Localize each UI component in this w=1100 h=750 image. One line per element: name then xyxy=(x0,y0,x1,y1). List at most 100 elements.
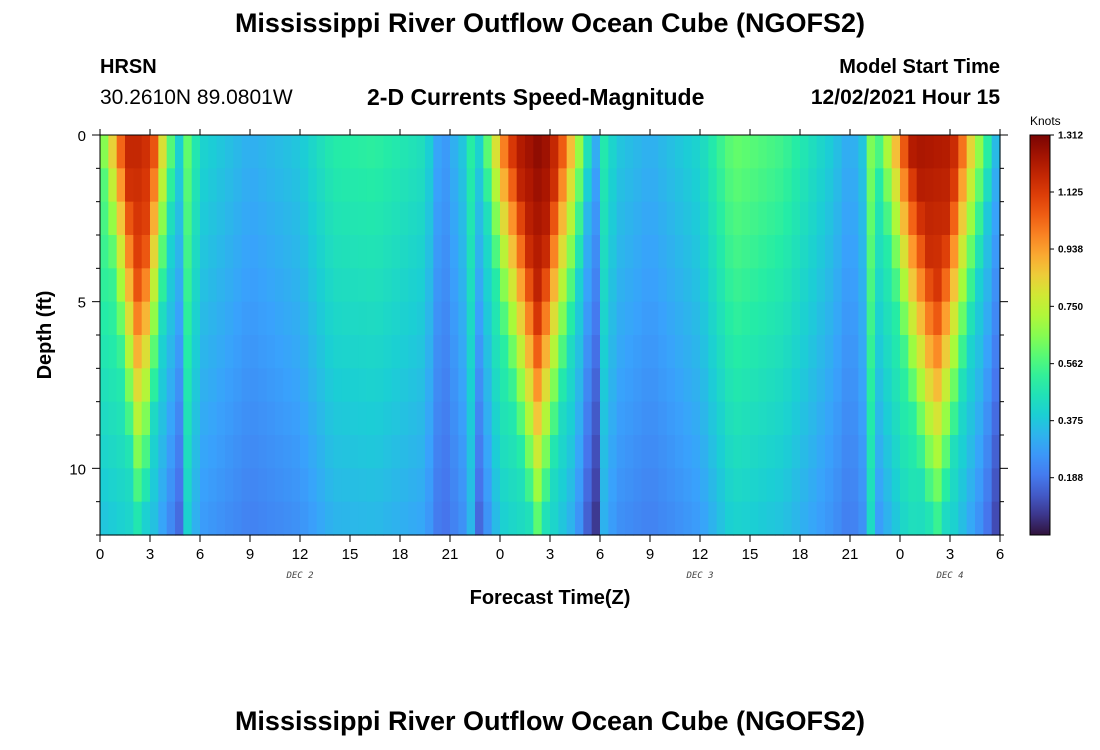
heatmap-cell xyxy=(691,435,701,469)
heatmap-cell xyxy=(158,201,168,236)
heatmap-cell xyxy=(183,401,193,436)
heatmap-cell xyxy=(358,501,368,536)
heatmap-cell xyxy=(775,201,784,236)
heatmap-cell xyxy=(425,235,434,269)
chart-title: Mississippi River Outflow Ocean Cube (NG… xyxy=(234,8,866,38)
heatmap-cell xyxy=(983,501,993,536)
heatmap-cell xyxy=(291,201,301,236)
heatmap-cell xyxy=(458,468,468,503)
heatmap-cell xyxy=(425,168,434,203)
x-tick-label: 3 xyxy=(146,546,154,563)
heatmap-cell xyxy=(983,468,993,503)
heatmap-cell xyxy=(641,268,651,303)
heatmap-cell xyxy=(866,135,876,169)
heatmap-cell xyxy=(450,201,459,236)
heatmap-cell xyxy=(125,168,134,203)
heatmap-cell xyxy=(425,435,434,469)
heatmap-cell xyxy=(825,335,834,369)
heatmap-cell xyxy=(525,268,534,303)
heatmap-cell xyxy=(133,301,143,336)
heatmap-cell xyxy=(866,201,876,236)
heatmap-cell xyxy=(100,501,109,536)
heatmap-cell xyxy=(350,401,359,436)
heatmap-cell xyxy=(866,301,876,336)
heatmap-cell xyxy=(750,201,759,236)
heatmap-cell xyxy=(266,201,276,236)
heatmap-cell xyxy=(466,268,476,303)
heatmap-cell xyxy=(741,368,751,403)
heatmap-cell xyxy=(875,235,884,269)
heatmap-cell xyxy=(133,135,143,169)
heatmap-cell xyxy=(741,168,751,203)
heatmap-cell xyxy=(991,335,1001,369)
heatmap-cell xyxy=(191,468,201,503)
heatmap-cell xyxy=(591,235,601,269)
heatmap-cell xyxy=(900,268,909,303)
heatmap-cell xyxy=(850,401,859,436)
heatmap-cell xyxy=(575,501,584,536)
heatmap-cell xyxy=(116,268,126,303)
heatmap-cell xyxy=(600,135,609,169)
heatmap-cell xyxy=(250,368,259,403)
heatmap-cell xyxy=(691,168,701,203)
heatmap-cell xyxy=(350,368,359,403)
heatmap-cell xyxy=(200,368,209,403)
heatmap-cell xyxy=(566,135,576,169)
heatmap-cell xyxy=(541,468,551,503)
heatmap-cell xyxy=(641,168,651,203)
heatmap-cell xyxy=(616,401,626,436)
heatmap-cell xyxy=(400,435,409,469)
heatmap-cell xyxy=(366,468,376,503)
heatmap-cell xyxy=(375,268,384,303)
heatmap-cell xyxy=(483,401,493,436)
heatmap-cell xyxy=(291,301,301,336)
heatmap-cell xyxy=(166,401,176,436)
heatmap-cell xyxy=(933,235,943,269)
heatmap-cell xyxy=(175,335,184,369)
heatmap-cell xyxy=(733,235,743,269)
heatmap-cell xyxy=(700,401,709,436)
heatmap-cell xyxy=(141,401,151,436)
heatmap-cell xyxy=(508,435,518,469)
heatmap-cell xyxy=(591,168,601,203)
heatmap-cell xyxy=(158,401,168,436)
heatmap-cell xyxy=(425,368,434,403)
heatmap-cell xyxy=(725,168,734,203)
heatmap-cell xyxy=(891,135,901,169)
heatmap-cell xyxy=(800,368,809,403)
heatmap-cell xyxy=(583,468,593,503)
heatmap-cell xyxy=(633,501,643,536)
heatmap-cell xyxy=(283,135,293,169)
heatmap-cell xyxy=(291,501,301,536)
heatmap-cell xyxy=(208,335,218,369)
heatmap-cell xyxy=(358,401,368,436)
heatmap-cell xyxy=(941,501,951,536)
heatmap-cell xyxy=(975,168,984,203)
heatmap-cell xyxy=(483,201,493,236)
heatmap-cell xyxy=(925,335,934,369)
heatmap-cell xyxy=(500,401,509,436)
heatmap-cell xyxy=(641,368,651,403)
heatmap-cell xyxy=(566,435,576,469)
heatmap-cell xyxy=(791,368,801,403)
heatmap-cell xyxy=(483,268,493,303)
heatmap-cell xyxy=(566,301,576,336)
heatmap-cell xyxy=(450,268,459,303)
heatmap-cell xyxy=(591,368,601,403)
heatmap-cell xyxy=(375,368,384,403)
heatmap-cell xyxy=(558,468,568,503)
heatmap-cell xyxy=(741,335,751,369)
heatmap-cell xyxy=(241,201,251,236)
heatmap-cell xyxy=(700,235,709,269)
heatmap-cell xyxy=(208,135,218,169)
heatmap-cell xyxy=(100,468,109,503)
heatmap-cell xyxy=(983,268,993,303)
heatmap-cell xyxy=(866,235,876,269)
heatmap-cell xyxy=(666,435,676,469)
heatmap-cell xyxy=(666,368,676,403)
heatmap-cell xyxy=(841,401,851,436)
heatmap-cell xyxy=(108,135,118,169)
heatmap-cell xyxy=(183,235,193,269)
heatmap-cell xyxy=(508,268,518,303)
heatmap-cell xyxy=(758,235,768,269)
